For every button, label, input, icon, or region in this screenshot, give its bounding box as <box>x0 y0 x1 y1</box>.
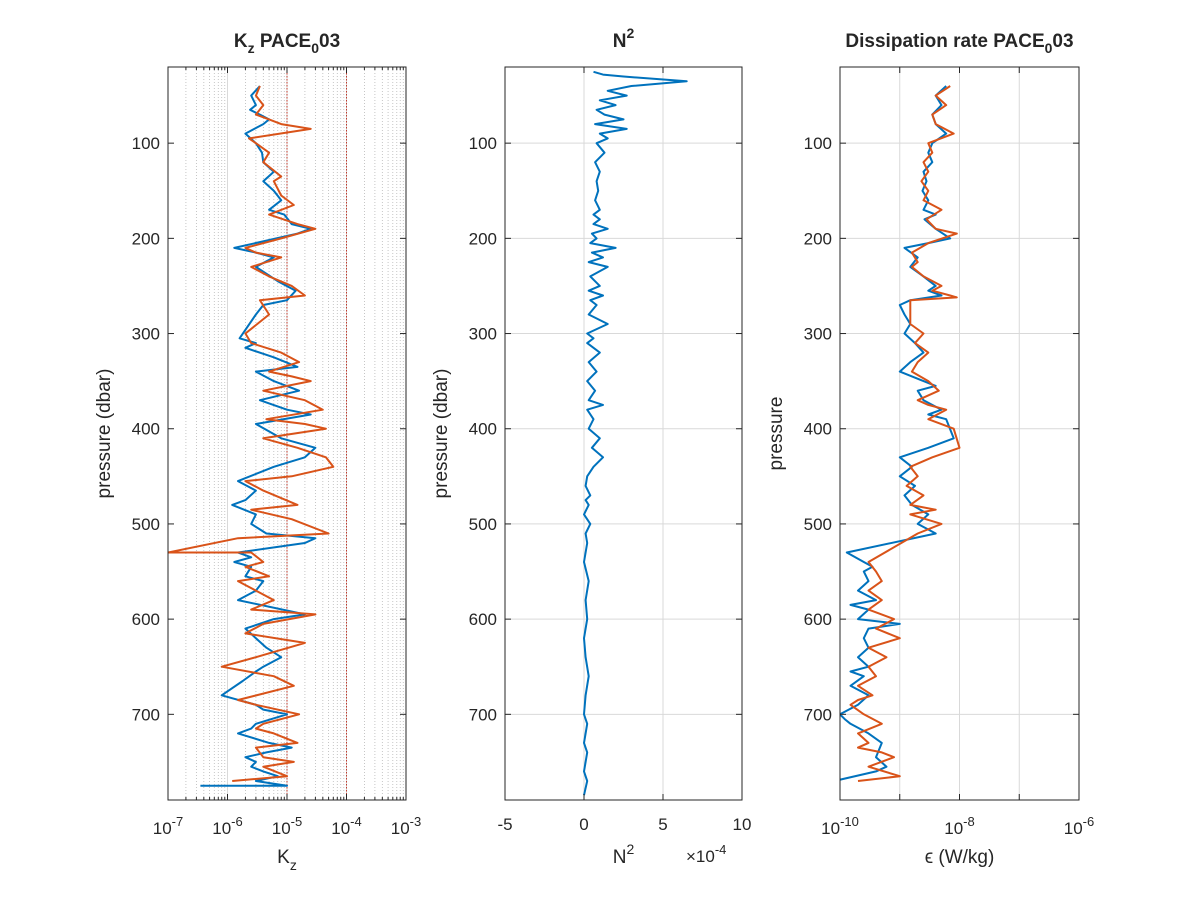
y-tick-label: 500 <box>469 515 497 534</box>
y-axis-label: pressure <box>766 397 787 471</box>
x-tick-label: 10-5 <box>272 814 302 838</box>
series-line-2 <box>168 85 335 782</box>
y-tick-label: 600 <box>469 610 497 629</box>
x-tick-label: 10-10 <box>821 814 859 838</box>
grid <box>840 67 1079 800</box>
y-tick-label: 200 <box>804 229 832 248</box>
y-axis-label: pressure (dbar) <box>94 369 115 499</box>
x-tick-label: 0 <box>579 815 588 834</box>
x-tick-label: 10-8 <box>944 814 974 838</box>
y-tick-label: 700 <box>804 705 832 724</box>
x-tick-label: -5 <box>497 815 512 834</box>
x-axis-label: Kz <box>277 847 297 873</box>
x-axis-label: N2 <box>613 841 635 868</box>
x-tick-label: 10-6 <box>1064 814 1094 838</box>
y-tick-label: 300 <box>132 325 160 344</box>
series-line-1 <box>840 85 955 781</box>
series-line-1 <box>200 85 317 787</box>
grid <box>505 67 742 800</box>
x-tick-label: 10-6 <box>212 814 242 838</box>
series-line-1 <box>583 70 688 796</box>
y-tick-label: 100 <box>804 134 832 153</box>
plot-area <box>505 67 742 800</box>
chart-title: N2 <box>613 25 635 52</box>
chart-panel-3: 100 200 300 400 500 600 700 10-10 10-8 10-6 ϵ (W/k… <box>766 31 1094 868</box>
y-tick-label: 400 <box>469 420 497 439</box>
y-tick-label: 700 <box>469 705 497 724</box>
y-tick-label: 100 <box>132 134 160 153</box>
chart-panel-1: 100 200 300 400 500 600 700 10-7 10-6 10-5 10-4 10-… <box>94 31 421 873</box>
chart-title: Kz PACE003 <box>234 31 340 56</box>
y-tick-label: 200 <box>132 229 160 248</box>
x-tick-label: 10 <box>733 815 752 834</box>
x-axis-label: ϵ (W/kg) <box>925 847 995 868</box>
y-tick-label: 400 <box>132 420 160 439</box>
y-axis-label: pressure (dbar) <box>431 369 452 499</box>
axis-exponent-label: ×10-4 <box>686 842 726 866</box>
y-tick-label: 300 <box>804 325 832 344</box>
chart-title: Dissipation rate PACE003 <box>845 31 1073 56</box>
y-tick-label: 600 <box>804 610 832 629</box>
y-tick-label: 400 <box>804 420 832 439</box>
y-tick-label: 500 <box>804 515 832 534</box>
y-tick-label: 200 <box>469 229 497 248</box>
x-tick-label: 10-7 <box>153 814 183 838</box>
x-tick-label: 10-3 <box>391 814 421 838</box>
y-tick-label: 700 <box>132 705 160 724</box>
chart-panel-2: 100 200 300 400 500 600 700 -5 0 5 10 ×10-4 N2 pressu… <box>431 25 751 868</box>
y-tick-label: 600 <box>132 610 160 629</box>
series-line-2 <box>849 85 961 782</box>
x-tick-label: 5 <box>658 815 667 834</box>
y-tick-label: 500 <box>132 515 160 534</box>
axes-box <box>504 66 743 801</box>
y-tick-label: 300 <box>469 325 497 344</box>
x-tick-label: 10-4 <box>331 814 361 838</box>
y-tick-label: 100 <box>469 134 497 153</box>
